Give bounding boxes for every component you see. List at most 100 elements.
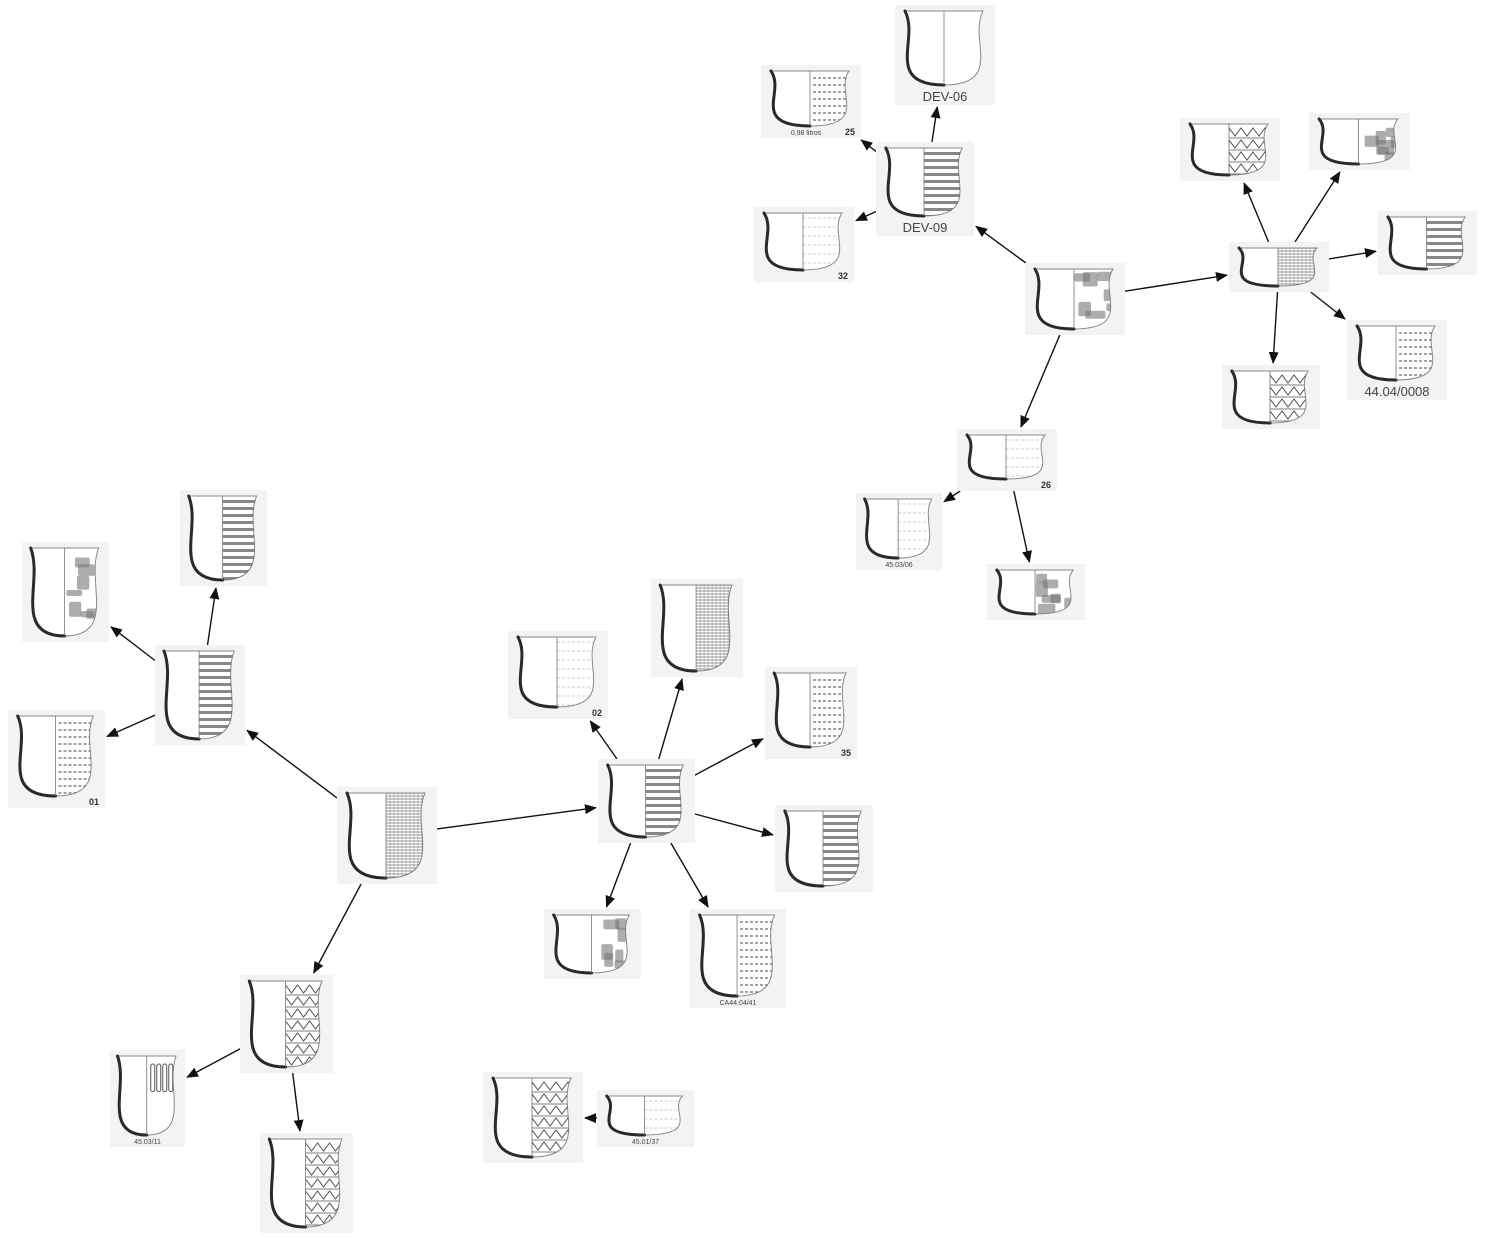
vessel-node-n10: 02 (508, 631, 608, 719)
vessel-node-n29 (1378, 211, 1477, 275)
vessel-profile (187, 494, 225, 582)
edge-n18-to-n23 (1020, 334, 1061, 428)
vessel-profile (345, 791, 388, 880)
edges-layer (106, 106, 1377, 1132)
vessel-profile (698, 913, 739, 998)
vessel-profile (1230, 369, 1272, 425)
vessel-label: 25 (845, 127, 855, 137)
vessel-node-n31 (1222, 365, 1320, 429)
vessel-node-n1 (337, 787, 437, 884)
vessel-node-n15 (544, 909, 641, 979)
vessel-profile (247, 979, 288, 1069)
edge-n9-to-n13 (694, 813, 774, 837)
vessel-profile (605, 1094, 647, 1137)
vessel-decoration (823, 815, 862, 886)
vessel-profile (1355, 324, 1398, 382)
vessel-profile (965, 433, 1008, 481)
vessel-decoration (66, 557, 99, 619)
vessel-profile (658, 583, 698, 673)
volume-caption: 0,98 litros (791, 130, 822, 137)
vessel-node-n26 (1229, 242, 1329, 292)
vessel-decoration (1229, 126, 1268, 175)
edge-n2-to-n4 (110, 626, 156, 662)
edge-n6-to-n8 (292, 1072, 304, 1132)
edge-n9-to-n14 (670, 842, 709, 908)
edge-n1-to-n9 (436, 804, 597, 830)
edge-n19-to-n21 (860, 139, 877, 152)
vessel-node-n8 (260, 1133, 353, 1233)
vessel-profile (772, 671, 812, 749)
vessel-label: 45.03/06 (885, 562, 912, 569)
vessel-profile (783, 809, 825, 888)
edge-n26-to-n27 (1243, 182, 1270, 243)
vessel-label: 45.03/11 (134, 1139, 161, 1146)
vessel-profile (29, 546, 67, 638)
vessel-profile (1188, 122, 1231, 177)
vessel-decoration (386, 793, 425, 878)
edge-n9-to-n15 (605, 842, 632, 908)
vessel-label: 26 (1041, 480, 1051, 490)
vessel-profile (1317, 117, 1360, 166)
edge-n9-to-n11 (658, 678, 684, 760)
vessel-label: 32 (838, 271, 848, 281)
vessel-decoration (1074, 271, 1113, 319)
edge-n9-to-n12 (694, 738, 764, 776)
vessel-node-n28 (1309, 113, 1410, 170)
edge-n2-to-n3 (206, 587, 220, 646)
edge-n9-to-n10 (589, 720, 618, 760)
vessel-decoration (1035, 573, 1074, 614)
vessel-node-n22: 32 (754, 207, 854, 282)
edge-n26-to-n31 (1268, 291, 1279, 364)
vessel-node-n14: CA44.04/41 (690, 909, 786, 1008)
vessel-node-n20: DEV-06 (895, 5, 995, 105)
vessel-decoration (199, 655, 235, 735)
vessel-decoration (644, 1100, 683, 1129)
vessel-node-n23: 26 (957, 429, 1057, 491)
edge-n2-to-n5 (106, 714, 156, 738)
vessel-node-n9 (598, 759, 695, 843)
vessel-node-n17: 45.01/37 (597, 1090, 694, 1147)
vessel-label: DEV-09 (903, 220, 948, 235)
vessel-profile (762, 211, 805, 272)
vessel-profile (1033, 267, 1076, 331)
vessel-profile (1386, 215, 1429, 271)
vessel-profile (516, 635, 559, 709)
vessel-label: 44.04/0008 (1364, 384, 1429, 399)
vessel-label: CA44.04/41 (720, 1000, 757, 1007)
vessel-node-n16 (483, 1072, 583, 1163)
edge-n1-to-n6 (313, 883, 362, 974)
vessel-profile (903, 9, 946, 87)
vessel-decoration (222, 500, 257, 580)
vessel-node-n19: DEV-09 (876, 142, 974, 236)
vessel-node-n11 (651, 579, 743, 677)
vessel-profile (884, 146, 926, 218)
vessel-decoration (645, 769, 684, 835)
vessel-node-n5: 01 (8, 710, 105, 808)
vessel-node-n18 (1025, 263, 1125, 335)
vessel-node-n2 (155, 645, 245, 745)
vessel-profile (863, 497, 900, 560)
vessel-node-n12: 35 (765, 667, 857, 759)
vessel-node-n21: 25 (761, 65, 861, 138)
vessel-node-n27 (1180, 118, 1280, 181)
vessel-profile (769, 69, 812, 128)
vessel-label: 45.01/37 (632, 1139, 659, 1146)
vessel-label: DEV-06 (923, 89, 968, 104)
vessel-profile (995, 568, 1037, 616)
vessel-node-n24: 45.03/06 (856, 493, 942, 570)
edge-n19-to-n22 (855, 210, 877, 222)
edge-n6-to-n7 (186, 1048, 241, 1078)
nodes-layer: 01 45.03/11 02 35 CA44.04/41 45.01/37 DEV-09 DE… (8, 5, 1477, 1233)
edge-n26-to-n29 (1328, 248, 1377, 260)
vessel-decoration (813, 77, 849, 121)
vessel-node-n13 (775, 805, 873, 892)
edge-n1-to-n2 (246, 729, 338, 799)
vessel-label: 02 (592, 708, 602, 718)
vessel-profile (552, 913, 594, 975)
edge-n26-to-n30 (1310, 291, 1346, 320)
vessel-profile (16, 714, 58, 798)
edge-n18-to-n19 (975, 225, 1027, 264)
vessel-profile (162, 649, 201, 741)
edge-n23-to-n24 (943, 490, 961, 503)
